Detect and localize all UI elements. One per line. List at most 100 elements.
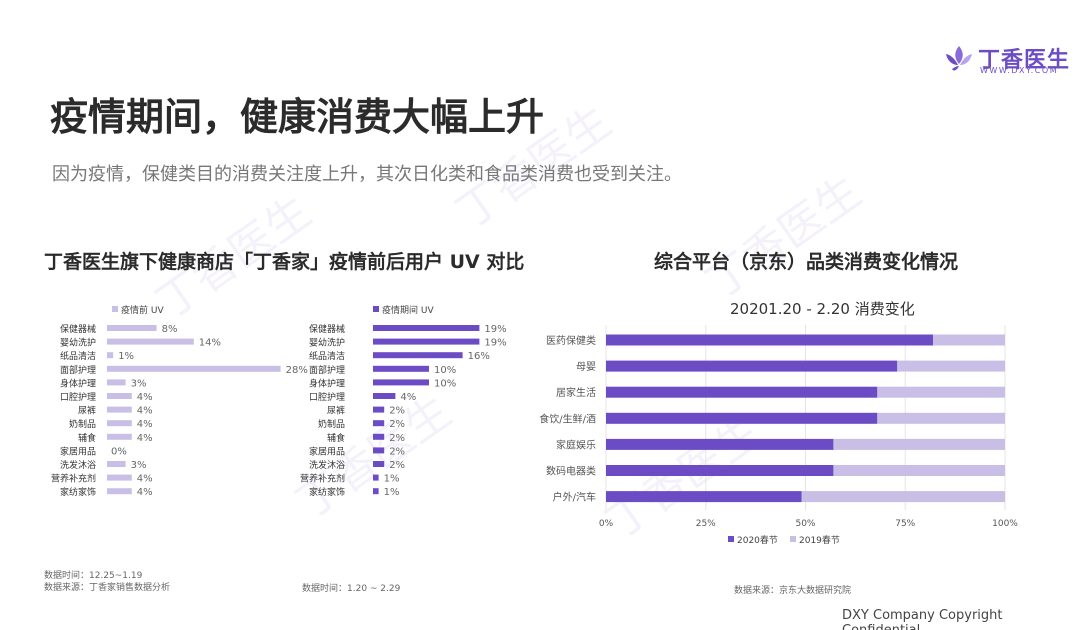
bar — [107, 379, 126, 386]
data-label: 8% — [162, 324, 178, 335]
bar — [373, 474, 379, 481]
stacked-bar-segment — [877, 386, 1005, 398]
legend-label: 疫情期间 UV — [382, 304, 434, 316]
data-label: 4% — [137, 474, 153, 485]
data-label: 4% — [137, 392, 153, 403]
legend-swatch — [790, 536, 796, 542]
category-label: 奶制品 — [318, 418, 345, 430]
mid-data-time: 数据时间：1.20 ~ 2.29 — [302, 584, 401, 594]
category-label: 家庭娱乐 — [556, 438, 596, 451]
category-label: 纸品清洁 — [309, 350, 345, 362]
bar — [373, 365, 429, 372]
data-label: 28% — [286, 365, 308, 376]
legend-label: 2019春节 — [799, 534, 840, 546]
x-tick-label: 50% — [795, 519, 815, 529]
right-section-title: 综合平台（京东）品类消费变化情况 — [654, 251, 959, 273]
category-label: 营养补充剂 — [300, 473, 345, 485]
left-section-title: 丁香医生旗下健康商店「丁香家」疫情前后用户 UV 对比 — [44, 251, 525, 273]
bar — [107, 488, 132, 495]
category-label: 家纺家饰 — [309, 486, 345, 498]
stacked-bar-segment — [833, 465, 1005, 476]
category-label: 家居用品 — [309, 445, 345, 457]
left-data-source: 数据来源：丁香家销售数据分析 — [44, 583, 171, 593]
category-label: 保健器械 — [60, 323, 96, 335]
data-label: 2% — [389, 446, 405, 457]
x-tick-label: 25% — [696, 519, 716, 529]
category-label: 纸品清洁 — [60, 350, 96, 362]
data-label: 2% — [389, 433, 405, 444]
legend-label: 疫情前 UV — [121, 304, 164, 316]
x-tick-label: 100% — [992, 519, 1018, 529]
category-label: 身体护理 — [309, 377, 345, 389]
data-label: 4% — [137, 487, 153, 498]
category-label: 口腔护理 — [60, 391, 96, 403]
category-label: 婴幼洗护 — [60, 337, 96, 349]
category-label: 口腔护理 — [309, 391, 345, 403]
data-label: 14% — [199, 338, 221, 349]
category-label: 家纺家饰 — [60, 486, 96, 498]
legend-swatch — [112, 306, 118, 312]
data-label: 10% — [434, 378, 456, 389]
category-label: 奶制品 — [69, 418, 96, 430]
category-label: 身体护理 — [60, 377, 96, 389]
category-label: 数码电器类 — [546, 465, 596, 478]
data-label: 1% — [384, 487, 400, 498]
stacked-bar-segment — [801, 491, 1005, 503]
right-data-source: 数据来源：京东大数据研究院 — [734, 586, 852, 596]
data-label: 10% — [434, 365, 456, 376]
x-tick-label: 0% — [599, 519, 614, 529]
category-label: 辅食 — [78, 432, 96, 444]
category-label: 户外/汽车 — [553, 491, 596, 504]
bar — [373, 488, 379, 495]
bar — [373, 338, 480, 345]
category-label: 洗发沐浴 — [60, 459, 96, 471]
dxy-logo-icon — [946, 46, 972, 71]
x-tick-label: 75% — [895, 519, 915, 529]
bar — [107, 474, 132, 481]
stacked-bar-segment — [897, 360, 1005, 372]
bar — [373, 393, 396, 399]
category-label: 面部护理 — [309, 364, 345, 376]
category-label: 尿裤 — [327, 405, 345, 417]
left-notes: 数据时间：12.25~1.19 数据来源：丁香家销售数据分析 — [44, 570, 170, 594]
stacked-bar-segment — [606, 438, 834, 450]
bar — [373, 461, 385, 467]
data-label: 4% — [137, 433, 153, 444]
legend-swatch — [373, 306, 379, 312]
copyright-text: DXY Company Copyright Confidential — [842, 608, 1003, 630]
data-label: 2% — [389, 460, 405, 471]
stacked-bar-segment — [606, 412, 878, 424]
data-label: 2% — [389, 419, 405, 430]
category-label: 洗发沐浴 — [309, 459, 345, 471]
left-data-time: 数据时间：12.25~1.19 — [44, 571, 143, 581]
stacked-bar-segment — [606, 386, 878, 398]
stacked-bar-segment — [606, 334, 934, 346]
category-label: 保健器械 — [309, 323, 345, 335]
data-label: 4% — [137, 419, 153, 430]
page-title: 疫情期间，健康消费大幅上升 — [50, 95, 545, 139]
bar — [373, 406, 385, 413]
data-label: 4% — [137, 406, 153, 417]
bar — [373, 433, 385, 440]
data-label: 4% — [400, 392, 416, 403]
bar — [373, 447, 385, 454]
bar — [107, 433, 132, 440]
stacked-bar-segment — [606, 491, 802, 503]
bar — [373, 325, 480, 331]
bar — [107, 461, 126, 467]
data-label: 1% — [384, 474, 400, 485]
data-label: 19% — [484, 338, 506, 349]
data-label: 3% — [131, 378, 147, 389]
legend-label: 2020春节 — [737, 534, 778, 546]
stacked-bar-segment — [606, 360, 898, 372]
category-label: 辅食 — [327, 432, 345, 444]
stacked-bar-segment — [877, 412, 1005, 424]
category-label: 食饮/生鲜/酒 — [539, 412, 596, 425]
data-label: 1% — [118, 351, 134, 362]
bar — [107, 325, 157, 331]
bar — [107, 420, 132, 427]
legend-swatch — [728, 536, 734, 542]
data-label: 0% — [111, 446, 127, 457]
bar — [107, 352, 114, 359]
